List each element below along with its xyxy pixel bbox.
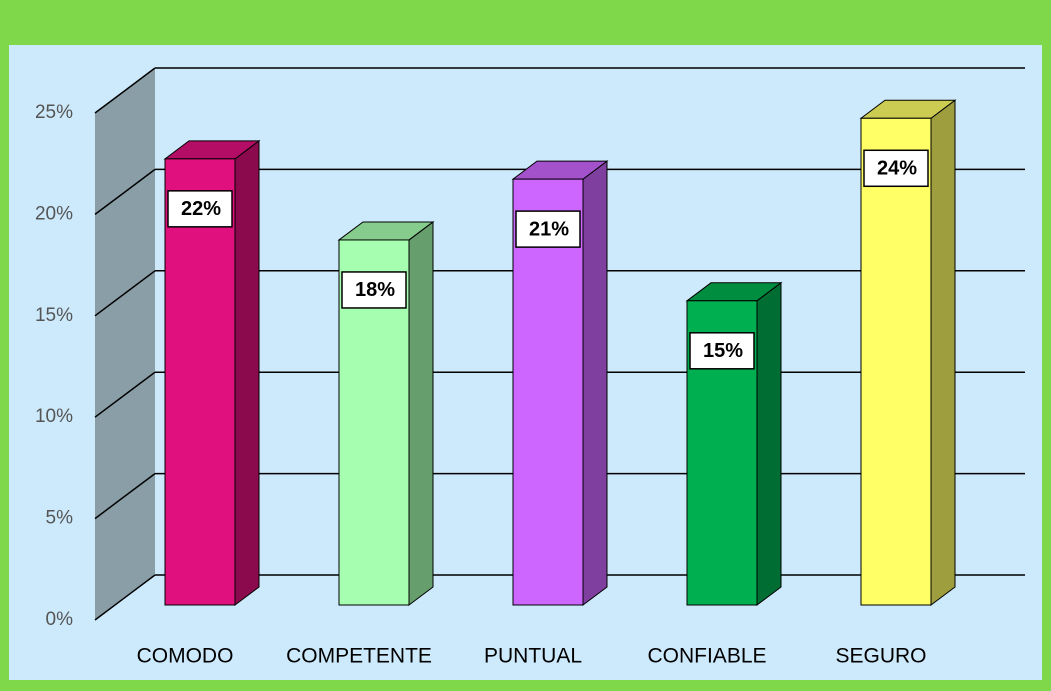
value-label-box: [515, 210, 581, 248]
grid-diagonal: [94, 371, 156, 418]
bar: [860, 117, 932, 606]
bar: [164, 158, 236, 606]
bar-side: [582, 160, 608, 606]
value-label: 15%: [703, 340, 743, 362]
grid-diagonal: [94, 270, 156, 317]
bar: [512, 178, 584, 606]
value-label-box: [167, 190, 233, 228]
value-label: 21%: [529, 218, 569, 240]
y-tick-label: 20%: [35, 203, 73, 224]
x-tick-label: SEGURO: [835, 645, 926, 668]
grid-diagonal: [94, 67, 156, 114]
value-label: 18%: [355, 279, 395, 301]
x-tick-label: PUNTUAL: [484, 645, 582, 668]
y-tick-label: 25%: [35, 102, 73, 123]
x-tick-label: COMODO: [137, 645, 234, 668]
bar-side: [930, 99, 956, 606]
value-label-box: [863, 149, 929, 188]
y-tick-label: 5%: [46, 508, 74, 529]
grid-diagonal: [94, 473, 156, 520]
value-label-box: [689, 332, 755, 370]
y-tick-label: 0%: [46, 609, 74, 630]
bar-side: [234, 139, 260, 606]
x-tick-label: COMPETENTE: [286, 645, 432, 668]
side-wall: [95, 68, 155, 620]
grid-diagonal: [94, 168, 156, 215]
value-label: 24%: [877, 158, 917, 180]
value-label-box: [341, 271, 407, 309]
bar-side: [756, 281, 782, 606]
bar-side: [408, 220, 434, 606]
grid-diagonal: [94, 574, 156, 621]
value-label: 22%: [181, 198, 221, 220]
x-tick-label: CONFIABLE: [647, 645, 766, 668]
y-tick-label: 15%: [35, 305, 73, 326]
y-tick-label: 10%: [35, 406, 73, 427]
